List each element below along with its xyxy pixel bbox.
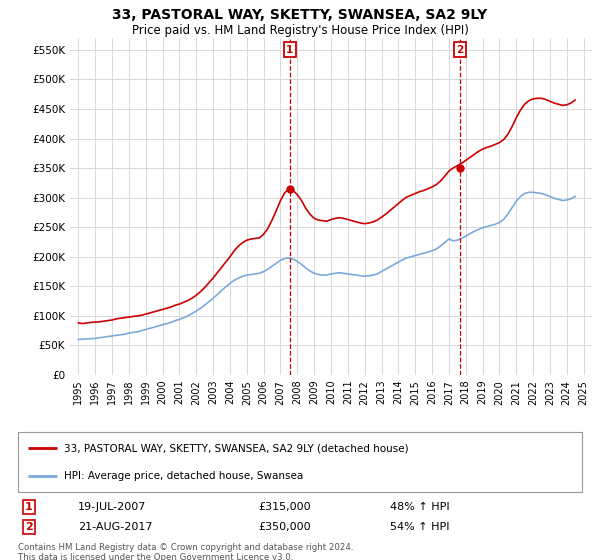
Text: 1: 1	[286, 45, 293, 55]
Text: 33, PASTORAL WAY, SKETTY, SWANSEA, SA2 9LY: 33, PASTORAL WAY, SKETTY, SWANSEA, SA2 9…	[112, 8, 488, 22]
Text: This data is licensed under the Open Government Licence v3.0.: This data is licensed under the Open Gov…	[18, 553, 293, 560]
Text: HPI: Average price, detached house, Swansea: HPI: Average price, detached house, Swan…	[64, 471, 304, 481]
Text: 1: 1	[25, 502, 32, 512]
Text: 48% ↑ HPI: 48% ↑ HPI	[390, 502, 449, 512]
Text: 21-AUG-2017: 21-AUG-2017	[78, 522, 152, 532]
Text: Price paid vs. HM Land Registry's House Price Index (HPI): Price paid vs. HM Land Registry's House …	[131, 24, 469, 37]
Text: 2: 2	[456, 45, 463, 55]
Text: 2: 2	[25, 522, 32, 532]
Text: 33, PASTORAL WAY, SKETTY, SWANSEA, SA2 9LY (detached house): 33, PASTORAL WAY, SKETTY, SWANSEA, SA2 9…	[64, 443, 409, 453]
Text: 19-JUL-2007: 19-JUL-2007	[78, 502, 146, 512]
Text: 54% ↑ HPI: 54% ↑ HPI	[390, 522, 449, 532]
Text: £350,000: £350,000	[258, 522, 311, 532]
Text: £315,000: £315,000	[258, 502, 311, 512]
FancyBboxPatch shape	[18, 432, 582, 492]
Text: Contains HM Land Registry data © Crown copyright and database right 2024.: Contains HM Land Registry data © Crown c…	[18, 543, 353, 552]
